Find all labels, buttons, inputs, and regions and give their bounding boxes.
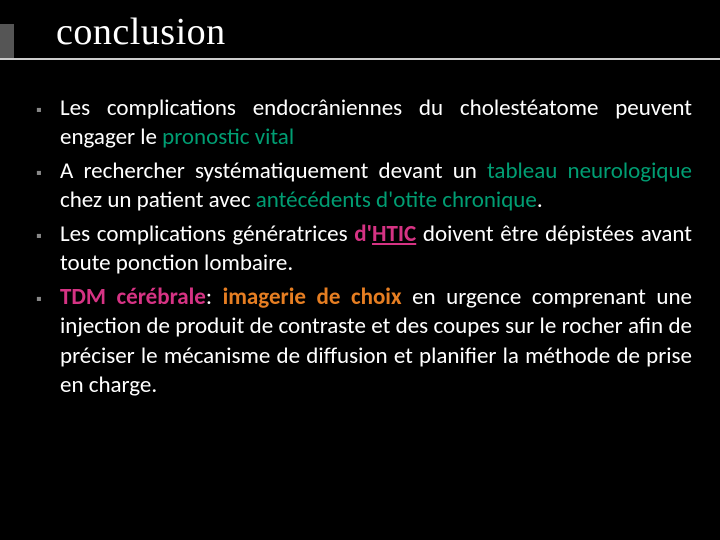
bullet-item: ▪ Les complications endocrâniennes du ch… [36, 94, 692, 153]
slide-title: conclusion [0, 0, 720, 62]
text-highlight-green: pronostic vital [162, 123, 294, 151]
text-highlight-orange: imagerie de choix [223, 283, 402, 311]
text-highlight-green: tableau neurologique [487, 157, 692, 185]
slide-container: conclusion ▪ Les complications endocrâni… [0, 0, 720, 540]
text-segment: : [206, 283, 223, 311]
text-segment: Les complications endocrâniennes du chol… [60, 94, 692, 151]
bullet-icon: ▪ [36, 101, 46, 120]
bullet-text: A rechercher systématiquement devant un … [60, 157, 692, 216]
bullet-text: Les complications génératrices d'HTIC do… [60, 220, 692, 279]
accent-block [0, 24, 14, 58]
text-segment: Les complications génératrices [60, 220, 354, 248]
bullet-icon: ▪ [36, 290, 46, 309]
text-segment: . [537, 186, 543, 214]
bullet-item: ▪ A rechercher systématiquement devant u… [36, 157, 692, 216]
bullet-item: ▪ TDM cérébrale: imagerie de choix en ur… [36, 283, 692, 401]
bullet-text: TDM cérébrale: imagerie de choix en urge… [60, 283, 692, 401]
bullet-text: Les complications endocrâniennes du chol… [60, 94, 692, 153]
text-segment: A rechercher systématiquement devant un [60, 157, 487, 185]
text-highlight-magenta: TDM cérébrale [60, 283, 206, 311]
content-area: ▪ Les complications endocrâniennes du ch… [0, 62, 720, 400]
text-highlight-magenta-underline: HTIC [372, 220, 416, 248]
text-highlight-magenta: d' [354, 220, 372, 248]
bullet-icon: ▪ [36, 227, 46, 246]
bullet-item: ▪ Les complications génératrices d'HTIC … [36, 220, 692, 279]
text-segment: chez un patient avec [60, 186, 256, 214]
text-highlight-green: antécédents d'otite chronique [256, 186, 537, 214]
bullet-icon: ▪ [36, 164, 46, 183]
title-underline [0, 58, 720, 60]
